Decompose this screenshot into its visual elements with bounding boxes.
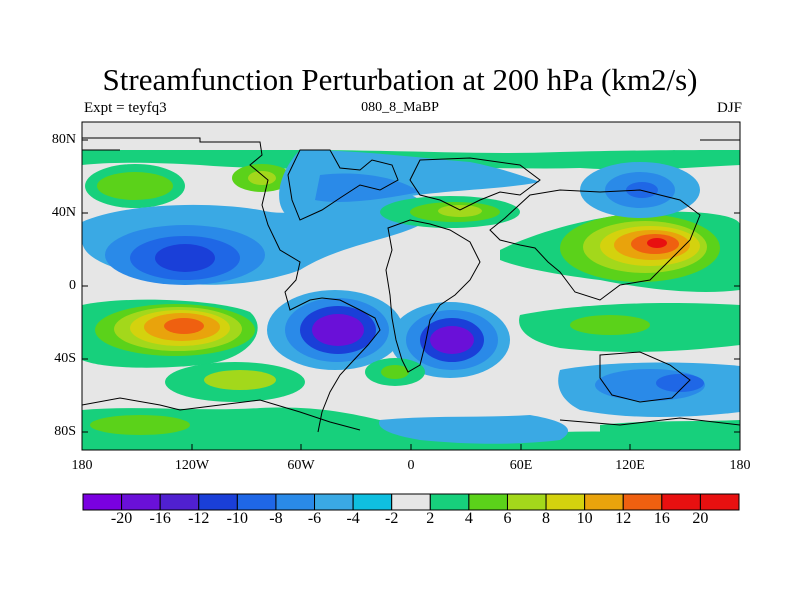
- colorbar-swatch: [468, 493, 508, 511]
- lat-label-40n: 40N: [51, 205, 76, 220]
- colorbar-swatch: [82, 493, 123, 511]
- lat-label-80n: 80N: [51, 132, 76, 147]
- colorbar-swatch: [314, 493, 354, 511]
- lon-label-60e: 60E: [509, 458, 533, 473]
- colorbar-tick-label: 4: [464, 510, 473, 527]
- lon-label-120w: 120W: [174, 458, 210, 473]
- colorbar-tick-label: -4: [346, 510, 360, 527]
- colorbar-swatch: [622, 493, 663, 511]
- colorbar-tick-label: -2: [385, 510, 399, 527]
- colorbar: [82, 493, 740, 511]
- lon-label-180w: 180: [71, 458, 93, 473]
- colorbar-swatch: [545, 493, 586, 511]
- colorbar-tick-label: -20: [110, 510, 133, 527]
- colorbar-swatch: [159, 493, 200, 511]
- lat-label-0: 0: [69, 278, 76, 293]
- colorbar-tick-label: 2: [426, 510, 435, 527]
- colorbar-swatch: [121, 493, 161, 511]
- chart-title: Streamfunction Perturbation at 200 hPa (…: [102, 62, 698, 97]
- continent-outlines: [82, 137, 740, 433]
- colorbar-swatch: [391, 493, 431, 511]
- colorbar-tick-label: -16: [149, 510, 171, 527]
- season-label: DJF: [716, 100, 742, 116]
- colorbar-tick-label: -10: [226, 510, 248, 527]
- colorbar-swatch: [429, 493, 470, 511]
- lat-label-40s: 40S: [54, 351, 76, 366]
- lat-label-80s: 80S: [54, 424, 76, 439]
- colorbar-swatch: [699, 493, 740, 511]
- colorbar-tick-label: 20: [692, 510, 709, 527]
- colorbar-swatch: [584, 493, 624, 511]
- colorbar-swatch: [506, 493, 547, 511]
- lon-label-0: 0: [407, 458, 415, 473]
- colorbar-swatch: [352, 493, 393, 511]
- colorbar-tick-label: 6: [503, 510, 512, 527]
- colorbar-tick-label: -8: [269, 510, 283, 527]
- colorbar-swatch: [236, 493, 277, 511]
- lon-label-180e: 180: [729, 458, 751, 473]
- colorbar-tick-label: -6: [307, 510, 322, 527]
- colorbar-tick-label: 10: [576, 510, 593, 527]
- contour-field: [82, 150, 740, 450]
- experiment-label: Expt = teyfq3: [84, 100, 167, 116]
- colorbar-swatch: [198, 493, 238, 511]
- colorbar-swatch: [275, 493, 316, 511]
- case-label: 080_8_MaBP: [361, 100, 439, 115]
- colorbar-tick-label: 8: [542, 510, 551, 527]
- lon-label-60w: 60W: [287, 458, 315, 473]
- axis-ticks: [81, 139, 741, 450]
- colorbar-tick-label: 16: [653, 510, 670, 527]
- colorbar-tick-label: -12: [188, 510, 210, 527]
- colorbar-swatch: [661, 493, 701, 511]
- lon-label-120e: 120E: [615, 458, 645, 473]
- colorbar-tick-label: 12: [615, 510, 632, 527]
